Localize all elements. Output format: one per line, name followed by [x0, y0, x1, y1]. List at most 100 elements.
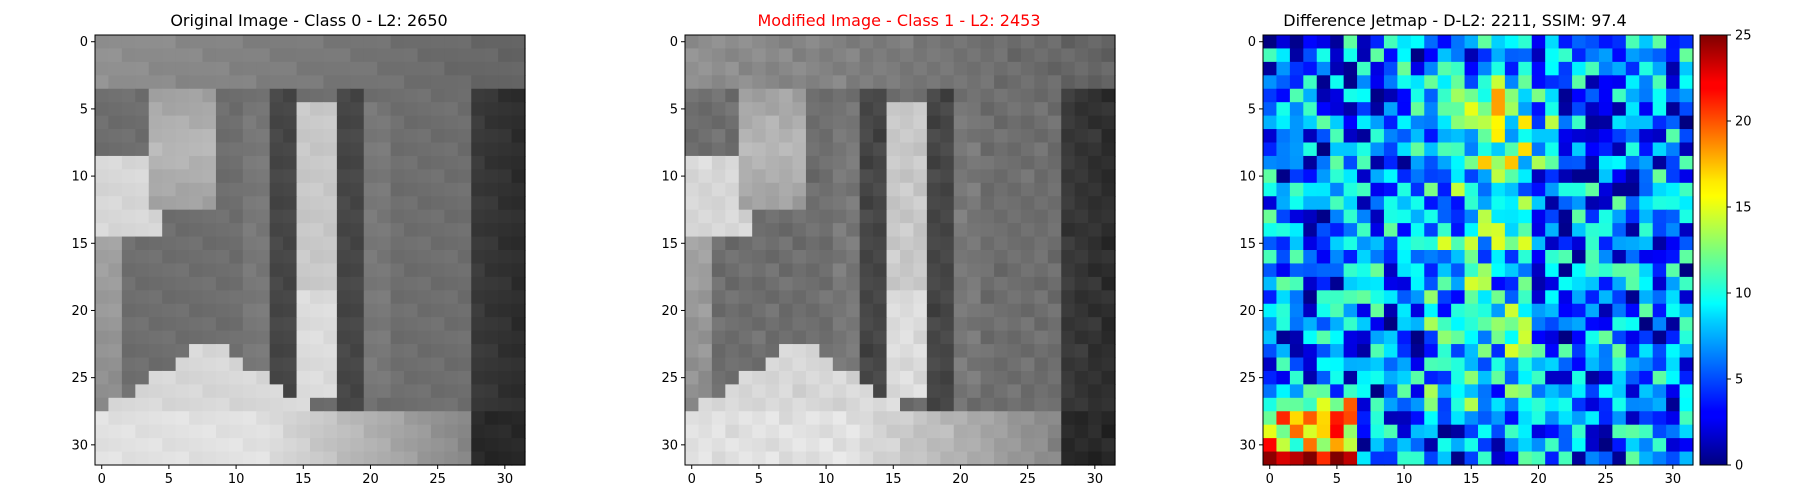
heatmap-cell: [1572, 330, 1587, 345]
heatmap-cell: [1652, 276, 1667, 291]
heatmap-cell: [1437, 397, 1452, 412]
heatmap-cell: [832, 424, 847, 439]
heatmap-cell: [1101, 48, 1116, 63]
heatmap-cell: [1478, 88, 1493, 103]
heatmap-cell: [1357, 263, 1372, 278]
heatmap-cell: [1303, 330, 1318, 345]
heatmap-cell: [940, 48, 955, 63]
heatmap-cell: [471, 276, 486, 291]
heatmap-cell: [296, 451, 311, 466]
heatmap-cell: [738, 451, 753, 466]
heatmap-cell: [1437, 263, 1452, 278]
heatmap-cell: [779, 129, 794, 144]
heatmap-cell: [1652, 102, 1667, 117]
heatmap-cell: [913, 75, 928, 90]
heatmap-cell: [135, 142, 150, 157]
heatmap-cell: [1034, 88, 1049, 103]
heatmap-cell: [685, 397, 700, 412]
heatmap-cell: [994, 303, 1009, 318]
heatmap-cell: [752, 276, 767, 291]
heatmap-cell: [162, 102, 177, 117]
heatmap-cell: [1424, 236, 1439, 251]
heatmap-cell: [1478, 330, 1493, 345]
heatmap-cell: [310, 75, 325, 90]
heatmap-cell: [886, 88, 901, 103]
heatmap-cell: [926, 250, 941, 265]
heatmap-cell: [296, 129, 311, 144]
heatmap-cell: [1289, 438, 1304, 453]
heatmap-cell: [913, 142, 928, 157]
heatmap-cell: [229, 250, 244, 265]
heatmap-cell: [805, 182, 820, 197]
heatmap-cell: [135, 317, 150, 332]
heatmap-cell: [738, 276, 753, 291]
heatmap-cell: [1531, 115, 1546, 130]
heatmap-cell: [498, 75, 513, 90]
y-tick-label: 30: [71, 438, 88, 453]
heatmap-cell: [1585, 169, 1600, 184]
heatmap-cell: [1410, 451, 1425, 466]
heatmap-difference: [1263, 35, 1694, 466]
heatmap-cell: [1464, 424, 1479, 439]
heatmap-cell: [162, 142, 177, 157]
heatmap-cell: [135, 370, 150, 385]
heatmap-cell: [1437, 196, 1452, 211]
heatmap-cell: [511, 169, 526, 184]
heatmap-cell: [765, 317, 780, 332]
heatmap-cell: [511, 250, 526, 265]
heatmap-cell: [846, 209, 861, 224]
heatmap-cell: [202, 236, 217, 251]
heatmap-cell: [1572, 196, 1587, 211]
heatmap-cell: [698, 263, 713, 278]
heatmap-cell: [711, 357, 726, 372]
heatmap-cell: [1330, 397, 1345, 412]
heatmap-cell: [1451, 209, 1466, 224]
heatmap-cell: [430, 357, 445, 372]
heatmap-cell: [269, 330, 284, 345]
heatmap-cell: [444, 357, 459, 372]
heatmap-cell: [1531, 142, 1546, 157]
heatmap-cell: [698, 384, 713, 399]
heatmap-cell: [444, 155, 459, 170]
heatmap-cell: [1383, 411, 1398, 426]
heatmap-cell: [752, 397, 767, 412]
heatmap-cell: [792, 155, 807, 170]
heatmap-cell: [162, 182, 177, 197]
heatmap-cell: [417, 48, 432, 63]
heatmap-cell: [1598, 357, 1613, 372]
heatmap-cell: [886, 317, 901, 332]
heatmap-cell: [417, 424, 432, 439]
heatmap-cell: [498, 357, 513, 372]
heatmap-cell: [296, 61, 311, 76]
heatmap-cell: [1572, 263, 1587, 278]
heatmap-cell: [698, 344, 713, 359]
heatmap-cell: [1047, 142, 1062, 157]
heatmap-cell: [1088, 129, 1103, 144]
heatmap-cell: [1263, 223, 1278, 238]
heatmap-cell: [1545, 236, 1560, 251]
heatmap-cell: [1504, 303, 1519, 318]
heatmap-cell: [1047, 35, 1062, 50]
heatmap-cell: [980, 250, 995, 265]
heatmap-cell: [1343, 370, 1358, 385]
heatmap-cell: [1558, 384, 1573, 399]
heatmap-cell: [1101, 438, 1116, 453]
heatmap-cell: [1007, 330, 1022, 345]
heatmap-cell: [900, 48, 915, 63]
heatmap-cell: [1545, 209, 1560, 224]
heatmap-cell: [1639, 48, 1654, 63]
heatmap-cell: [1020, 424, 1035, 439]
heatmap-cell: [1357, 75, 1372, 90]
heatmap-cell: [1370, 115, 1385, 130]
heatmap-cell: [1612, 397, 1627, 412]
heatmap-cell: [913, 276, 928, 291]
heatmap-cell: [1397, 424, 1412, 439]
heatmap-cell: [832, 276, 847, 291]
heatmap-cell: [484, 397, 499, 412]
heatmap-cell: [1437, 142, 1452, 157]
heatmap-cell: [738, 61, 753, 76]
heatmap-cell: [926, 48, 941, 63]
heatmap-cell: [390, 129, 405, 144]
heatmap-cell: [1598, 384, 1613, 399]
heatmap-cell: [953, 276, 968, 291]
